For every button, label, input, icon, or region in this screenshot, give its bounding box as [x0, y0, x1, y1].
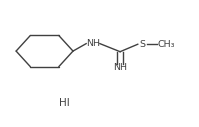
Text: NH: NH [87, 39, 101, 48]
Text: HI: HI [59, 98, 70, 108]
Text: S: S [140, 40, 146, 49]
Text: CH₃: CH₃ [157, 40, 175, 49]
Text: NH: NH [113, 63, 127, 72]
